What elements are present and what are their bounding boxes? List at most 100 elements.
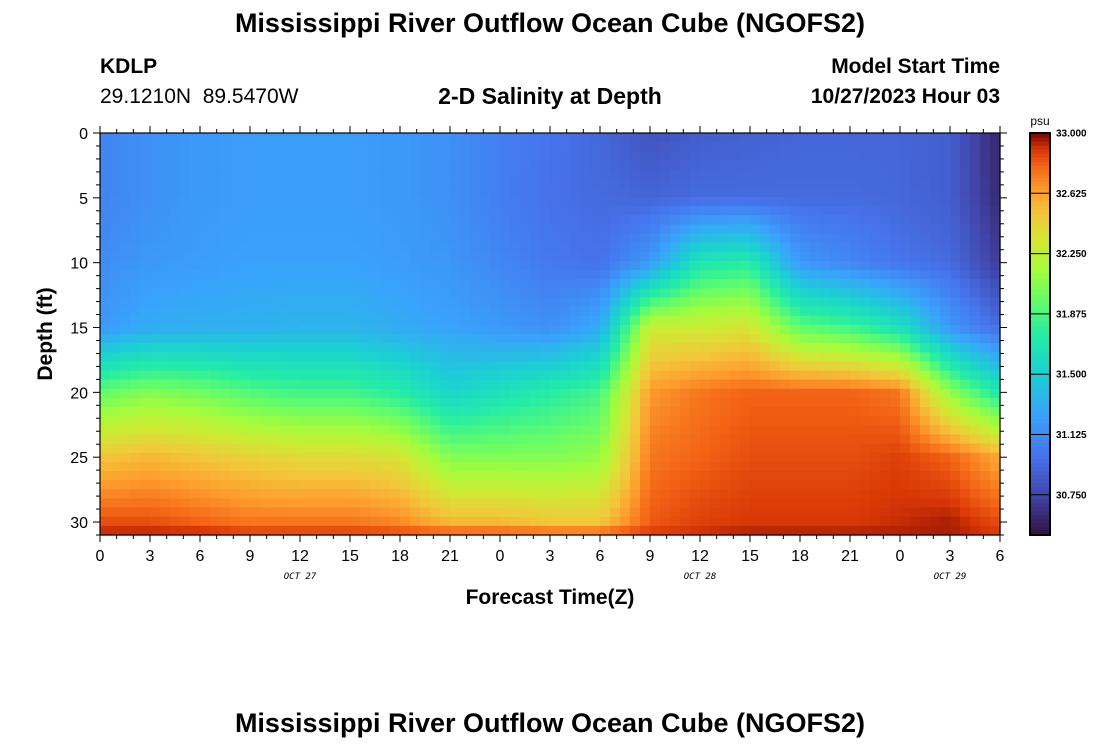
heatmap-cell <box>370 297 381 308</box>
heatmap-cell <box>370 434 381 445</box>
heatmap-cell <box>120 288 131 299</box>
heatmap-cell <box>740 142 751 152</box>
heatmap-cell <box>240 379 251 390</box>
heatmap-cell <box>720 160 731 171</box>
heatmap-cell <box>540 434 551 445</box>
heatmap-cell <box>980 133 991 143</box>
heatmap-cell <box>500 242 511 253</box>
heatmap-cell <box>370 196 381 207</box>
heatmap-cell <box>720 498 731 509</box>
heatmap-cell <box>760 315 771 326</box>
heatmap-cell <box>890 206 901 216</box>
heatmap-cell <box>270 388 281 399</box>
heatmap-cell <box>500 416 511 426</box>
heatmap-cell <box>730 315 741 326</box>
heatmap-cell <box>650 370 661 381</box>
heatmap-cell <box>140 416 151 426</box>
heatmap-cell <box>540 297 551 308</box>
heatmap-cell <box>460 133 471 143</box>
heatmap-cell <box>270 498 281 509</box>
heatmap-cell <box>140 297 151 308</box>
heatmap-cell <box>450 525 461 536</box>
heatmap-cell <box>670 507 681 518</box>
heatmap-cell <box>270 434 281 445</box>
heatmap-cell <box>310 260 321 271</box>
heatmap-cell <box>930 279 941 289</box>
heatmap-cell <box>920 297 931 308</box>
heatmap-cell <box>400 461 411 472</box>
heatmap-cell <box>940 324 951 335</box>
x-tick-label: 18 <box>791 548 809 565</box>
heatmap-cell <box>970 260 981 271</box>
heatmap-cell <box>210 361 221 372</box>
heatmap-cell <box>370 178 381 189</box>
colorbar-segment <box>1030 366 1050 371</box>
heatmap-cell <box>270 425 281 436</box>
heatmap-cell <box>480 388 491 399</box>
heatmap-cell <box>600 178 611 189</box>
heatmap-cell <box>110 334 121 344</box>
heatmap-cell <box>850 178 861 189</box>
heatmap-cell <box>560 361 571 372</box>
heatmap-cell <box>150 206 161 216</box>
heatmap-cell <box>140 388 151 399</box>
heatmap-cell <box>920 315 931 326</box>
heatmap-cell <box>100 306 111 317</box>
heatmap-cell <box>980 343 991 353</box>
heatmap-cell <box>890 498 901 509</box>
heatmap-cell <box>100 206 111 216</box>
heatmap-cell <box>350 270 361 280</box>
heatmap-cell <box>280 407 291 417</box>
heatmap-cell <box>750 279 761 289</box>
heatmap-cell <box>840 315 851 326</box>
heatmap-cell <box>640 370 651 381</box>
heatmap-cell <box>590 142 601 152</box>
heatmap-cell <box>350 251 361 262</box>
heatmap-cell <box>560 251 571 262</box>
heatmap-cell <box>400 443 411 454</box>
heatmap-cell <box>720 443 731 454</box>
heatmap-cell <box>850 233 861 244</box>
heatmap-cell <box>510 516 521 527</box>
heatmap-cell <box>520 133 531 143</box>
heatmap-cell <box>810 461 821 472</box>
heatmap-cell <box>790 516 801 527</box>
heatmap-cell <box>800 434 811 445</box>
heatmap-cell <box>820 178 831 189</box>
heatmap-cell <box>260 480 271 490</box>
heatmap-cell <box>140 443 151 454</box>
heatmap-cell <box>460 315 471 326</box>
heatmap-cell <box>530 370 541 381</box>
heatmap-cell <box>660 279 671 289</box>
heatmap-cell <box>490 315 501 326</box>
heatmap-cell <box>630 242 641 253</box>
heatmap-cell <box>660 379 671 390</box>
heatmap-cell <box>630 224 641 235</box>
heatmap-cell <box>890 306 901 317</box>
heatmap-cell <box>250 270 261 280</box>
heatmap-cell <box>990 480 1001 490</box>
heatmap-cell <box>730 443 741 454</box>
heatmap-cell <box>580 361 591 372</box>
colorbar-segment <box>1030 169 1050 174</box>
heatmap-cell <box>390 461 401 472</box>
heatmap-cell <box>480 425 491 436</box>
heatmap-cell <box>400 142 411 152</box>
heatmap-cell <box>320 178 331 189</box>
heatmap-cell <box>240 233 251 244</box>
heatmap-cell <box>200 233 211 244</box>
heatmap-cell <box>510 343 521 353</box>
heatmap-cell <box>870 489 881 500</box>
heatmap-cell <box>370 507 381 518</box>
heatmap-cell <box>820 516 831 527</box>
heatmap-cell <box>510 498 521 509</box>
heatmap-cell <box>230 242 241 253</box>
heatmap-cell <box>890 160 901 171</box>
heatmap-cell <box>920 471 931 481</box>
colorbar-segment <box>1030 245 1050 251</box>
heatmap-cell <box>540 452 551 463</box>
heatmap-cell <box>210 334 221 344</box>
heatmap-cell <box>870 452 881 463</box>
heatmap-cell <box>140 489 151 500</box>
heatmap-cell <box>750 196 761 207</box>
